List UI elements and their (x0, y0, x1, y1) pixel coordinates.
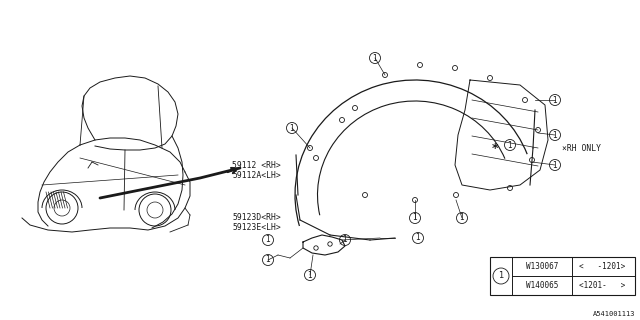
Text: 1: 1 (552, 161, 557, 170)
Text: *: * (492, 141, 499, 155)
Text: <   -1201>: < -1201> (579, 262, 625, 271)
Text: 59123E<LH>: 59123E<LH> (232, 223, 281, 233)
Text: W130067: W130067 (526, 262, 558, 271)
Text: 1: 1 (413, 213, 417, 222)
Text: W140065: W140065 (526, 281, 558, 290)
Bar (490, 257, 635, 295)
Text: 1: 1 (290, 124, 294, 132)
Text: <1201-   >: <1201- > (579, 281, 625, 290)
Text: A541001113: A541001113 (593, 311, 635, 317)
Text: 1: 1 (508, 140, 513, 149)
Text: 1: 1 (342, 236, 348, 244)
Text: 1: 1 (308, 270, 312, 279)
Text: 59112 <RH>: 59112 <RH> (232, 161, 281, 170)
Text: 1: 1 (372, 53, 378, 62)
Text: 59112A<LH>: 59112A<LH> (232, 171, 281, 180)
Text: 59123D<RH>: 59123D<RH> (232, 213, 281, 222)
Text: 1: 1 (499, 271, 504, 281)
Text: 1: 1 (552, 95, 557, 105)
Text: 1: 1 (266, 236, 270, 244)
Text: ×RH ONLY: ×RH ONLY (562, 143, 601, 153)
Text: 1: 1 (460, 213, 465, 222)
Text: 1: 1 (415, 234, 420, 243)
Text: 1: 1 (266, 255, 270, 265)
Text: 1: 1 (552, 131, 557, 140)
